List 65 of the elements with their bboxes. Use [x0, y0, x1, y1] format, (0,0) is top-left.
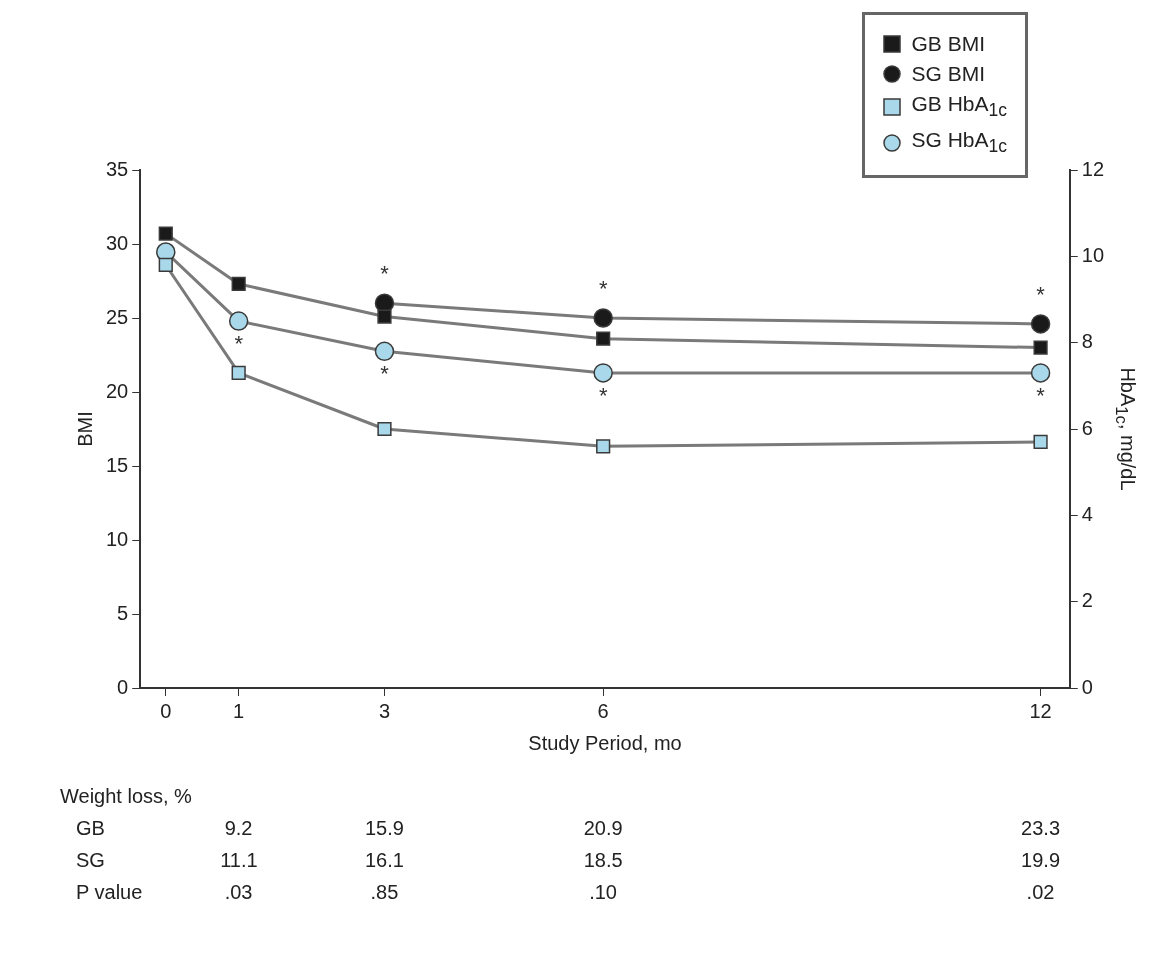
annotation: * — [598, 276, 608, 302]
y-tick-label: 30 — [106, 231, 129, 254]
text: 18.5 — [583, 849, 623, 872]
y-tick-label: 5 — [117, 601, 129, 624]
y-axis-title: BMI — [73, 411, 96, 447]
text: .85 — [370, 881, 399, 904]
x-tick-label: 12 — [1029, 699, 1052, 722]
point — [158, 226, 173, 241]
annotation: * — [380, 261, 390, 287]
point — [374, 341, 395, 362]
text: GB — [76, 817, 105, 840]
text: 11.1 — [220, 849, 258, 872]
point — [593, 363, 613, 383]
legend-label: GB HbA$_{1c}$ — [911, 91, 1007, 123]
text: SG — [76, 849, 105, 872]
y2-tick-label: 12 — [1081, 157, 1104, 180]
text: 9.2 — [224, 817, 253, 840]
point — [1033, 340, 1048, 355]
y2-tick-label: 6 — [1081, 416, 1093, 439]
text: Weight loss, % — [60, 785, 192, 808]
x-axis-title: Study Period, mo — [528, 731, 682, 754]
point — [231, 365, 246, 380]
x-tick-label: 6 — [597, 699, 609, 722]
text: 20.9 — [583, 817, 623, 840]
point — [377, 309, 392, 324]
text: 19.9 — [1021, 849, 1061, 872]
annotation: * — [380, 360, 390, 386]
y2-tick-label: 10 — [1081, 243, 1104, 266]
x-tick-label: 3 — [378, 699, 391, 722]
text: .10 — [589, 881, 617, 904]
point — [231, 276, 246, 292]
point — [596, 439, 611, 454]
point — [1033, 434, 1048, 450]
text: .02 — [1026, 881, 1055, 904]
legend-label: GB BMI — [911, 31, 985, 57]
point — [593, 308, 613, 328]
point — [377, 421, 392, 437]
legend-label: SG BMI — [911, 61, 985, 87]
y-tick-label: 15 — [106, 453, 129, 476]
y-tick-label: 25 — [106, 305, 129, 328]
y2-tick-label: 8 — [1081, 330, 1093, 353]
text: .03 — [224, 881, 253, 904]
text: P value — [76, 881, 143, 904]
y2-tick-label: 0 — [1081, 675, 1093, 698]
text: 16.1 — [364, 849, 404, 872]
y-tick-label: 0 — [117, 675, 129, 698]
point — [158, 257, 173, 273]
text: 15.9 — [364, 817, 404, 840]
text: 23.3 — [1021, 817, 1061, 840]
y2-tick-label: 4 — [1081, 502, 1093, 525]
point — [228, 311, 249, 331]
legend-label: SG HbA$_{1c}$ — [911, 127, 1007, 159]
x-tick-label: 0 — [160, 699, 172, 722]
point — [1030, 314, 1051, 334]
annotation: * — [234, 331, 244, 357]
y-tick-label: 35 — [106, 157, 129, 180]
point — [596, 331, 611, 346]
annotation: * — [1036, 281, 1046, 307]
annotation: * — [1036, 382, 1046, 408]
y2-tick-label: 2 — [1081, 589, 1093, 612]
y-tick-label: 10 — [106, 527, 129, 550]
x-tick-label: 1 — [233, 699, 245, 722]
point — [1030, 363, 1051, 383]
y-tick-label: 20 — [106, 379, 129, 402]
annotation: * — [598, 382, 608, 408]
